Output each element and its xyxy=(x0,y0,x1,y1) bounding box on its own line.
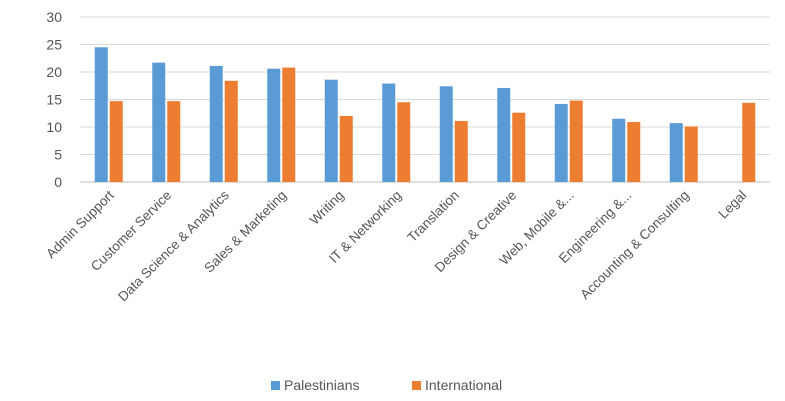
y-tick-label: 30 xyxy=(46,9,62,25)
bar-international-8 xyxy=(570,101,583,182)
bar-palestinians-6 xyxy=(440,86,453,182)
bar-palestinians-10 xyxy=(670,123,683,182)
legend-label-palestinians: Palestinians xyxy=(284,377,360,393)
y-tick-label: 15 xyxy=(46,92,62,108)
category-label: Accounting & Consulting xyxy=(577,188,692,303)
legend-swatch-palestinians xyxy=(271,381,280,390)
bar-international-9 xyxy=(627,122,640,182)
bar-international-2 xyxy=(225,81,238,182)
legend: Palestinians International xyxy=(271,377,502,393)
y-axis: 0 5 10 15 20 25 30 xyxy=(46,9,62,190)
y-tick-label: 20 xyxy=(46,64,62,80)
legend-label-international: International xyxy=(425,377,502,393)
bar-palestinians-3 xyxy=(267,69,280,182)
bar-palestinians-9 xyxy=(612,119,625,182)
gridlines xyxy=(80,17,770,182)
bar-palestinians-4 xyxy=(325,80,338,182)
bar-international-10 xyxy=(685,126,698,182)
bar-international-7 xyxy=(512,113,525,182)
bar-palestinians-1 xyxy=(152,63,165,182)
y-tick-label: 10 xyxy=(46,119,62,135)
bars xyxy=(95,47,756,182)
bar-international-5 xyxy=(397,102,410,182)
y-tick-label: 5 xyxy=(54,147,62,163)
y-tick-label: 0 xyxy=(54,174,62,190)
bar-international-6 xyxy=(455,121,468,182)
bar-international-11 xyxy=(742,103,755,182)
y-tick-label: 25 xyxy=(46,37,62,53)
category-label: Data Science & Analytics xyxy=(115,187,232,304)
category-label: Legal xyxy=(715,188,749,222)
category-label: Translation xyxy=(404,188,461,245)
bar-palestinians-8 xyxy=(555,104,568,182)
bar-international-3 xyxy=(282,68,295,182)
bar-palestinians-0 xyxy=(95,47,108,182)
bar-palestinians-5 xyxy=(382,84,395,182)
bar-palestinians-2 xyxy=(210,66,223,182)
bar-international-4 xyxy=(340,116,353,182)
category-label: Writing xyxy=(307,188,347,228)
bar-palestinians-7 xyxy=(497,88,510,182)
bar-international-1 xyxy=(167,101,180,182)
legend-swatch-international xyxy=(412,381,421,390)
bar-international-0 xyxy=(110,101,123,182)
